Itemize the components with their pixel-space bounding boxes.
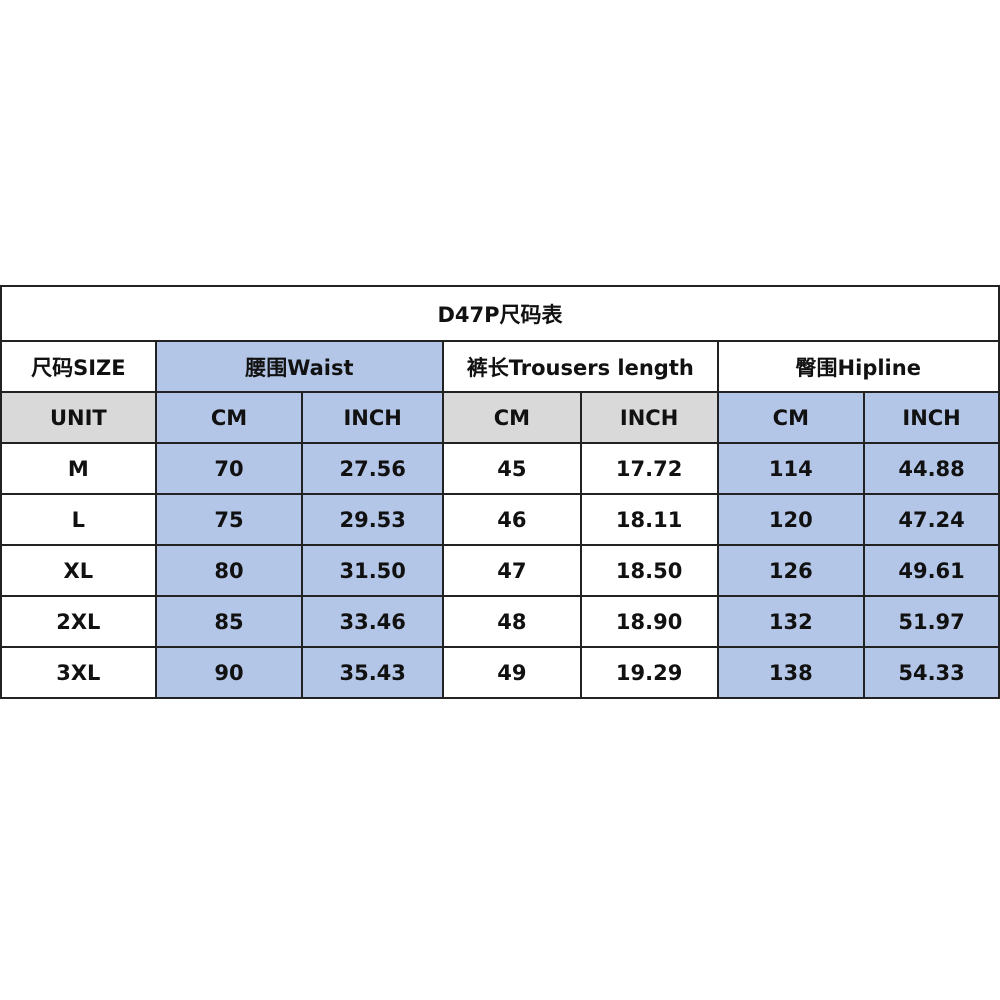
cell-hip-cm: 138 bbox=[716, 646, 866, 699]
cell-len-cm: 46 bbox=[442, 493, 582, 546]
header-hipline: 臀围Hipline bbox=[716, 340, 1000, 393]
cell-waist-cm: 85 bbox=[154, 595, 304, 648]
cell-hip-in: 47.24 bbox=[863, 493, 1000, 546]
cell-len-cm: 49 bbox=[442, 646, 582, 699]
header-waist: 腰围Waist bbox=[154, 340, 445, 393]
cell-hip-in: 51.97 bbox=[863, 595, 1000, 648]
cell-waist-in: 29.53 bbox=[301, 493, 445, 546]
cell-len-in: 18.90 bbox=[579, 595, 719, 648]
header-size: 尺码SIZE bbox=[0, 340, 157, 393]
cell-waist-cm: 90 bbox=[154, 646, 304, 699]
cell-hip-in: 49.61 bbox=[863, 544, 1000, 597]
table-row: 3XL 90 35.43 49 19.29 138 54.33 bbox=[0, 646, 1000, 699]
unit-inch: INCH bbox=[863, 391, 1000, 444]
cell-size: M bbox=[0, 442, 157, 495]
table-row: L 75 29.53 46 18.11 120 47.24 bbox=[0, 493, 1000, 546]
unit-cm: CM bbox=[154, 391, 304, 444]
cell-waist-cm: 70 bbox=[154, 442, 304, 495]
table-row: 2XL 85 33.46 48 18.90 132 51.97 bbox=[0, 595, 1000, 648]
table-title: D47P尺码表 bbox=[0, 285, 1000, 342]
cell-hip-cm: 114 bbox=[716, 442, 866, 495]
size-chart-table: D47P尺码表 尺码SIZE 腰围Waist 裤长Trousers length… bbox=[0, 285, 1000, 699]
cell-len-in: 17.72 bbox=[579, 442, 719, 495]
cell-len-in: 19.29 bbox=[579, 646, 719, 699]
table-row: M 70 27.56 45 17.72 114 44.88 bbox=[0, 442, 1000, 495]
cell-waist-in: 31.50 bbox=[301, 544, 445, 597]
cell-len-cm: 45 bbox=[442, 442, 582, 495]
unit-cm: CM bbox=[442, 391, 582, 444]
unit-label: UNIT bbox=[0, 391, 157, 444]
unit-inch: INCH bbox=[301, 391, 445, 444]
cell-hip-cm: 132 bbox=[716, 595, 866, 648]
table-row: XL 80 31.50 47 18.50 126 49.61 bbox=[0, 544, 1000, 597]
cell-hip-in: 54.33 bbox=[863, 646, 1000, 699]
header-trousers-length: 裤长Trousers length bbox=[442, 340, 719, 393]
unit-cm: CM bbox=[716, 391, 866, 444]
cell-waist-cm: 75 bbox=[154, 493, 304, 546]
cell-size: 2XL bbox=[0, 595, 157, 648]
cell-hip-cm: 126 bbox=[716, 544, 866, 597]
cell-waist-in: 33.46 bbox=[301, 595, 445, 648]
cell-waist-cm: 80 bbox=[154, 544, 304, 597]
cell-len-in: 18.11 bbox=[579, 493, 719, 546]
cell-len-in: 18.50 bbox=[579, 544, 719, 597]
cell-hip-cm: 120 bbox=[716, 493, 866, 546]
unit-inch: INCH bbox=[579, 391, 719, 444]
cell-size: XL bbox=[0, 544, 157, 597]
cell-waist-in: 27.56 bbox=[301, 442, 445, 495]
cell-hip-in: 44.88 bbox=[863, 442, 1000, 495]
cell-size: 3XL bbox=[0, 646, 157, 699]
cell-len-cm: 48 bbox=[442, 595, 582, 648]
cell-len-cm: 47 bbox=[442, 544, 582, 597]
cell-size: L bbox=[0, 493, 157, 546]
cell-waist-in: 35.43 bbox=[301, 646, 445, 699]
